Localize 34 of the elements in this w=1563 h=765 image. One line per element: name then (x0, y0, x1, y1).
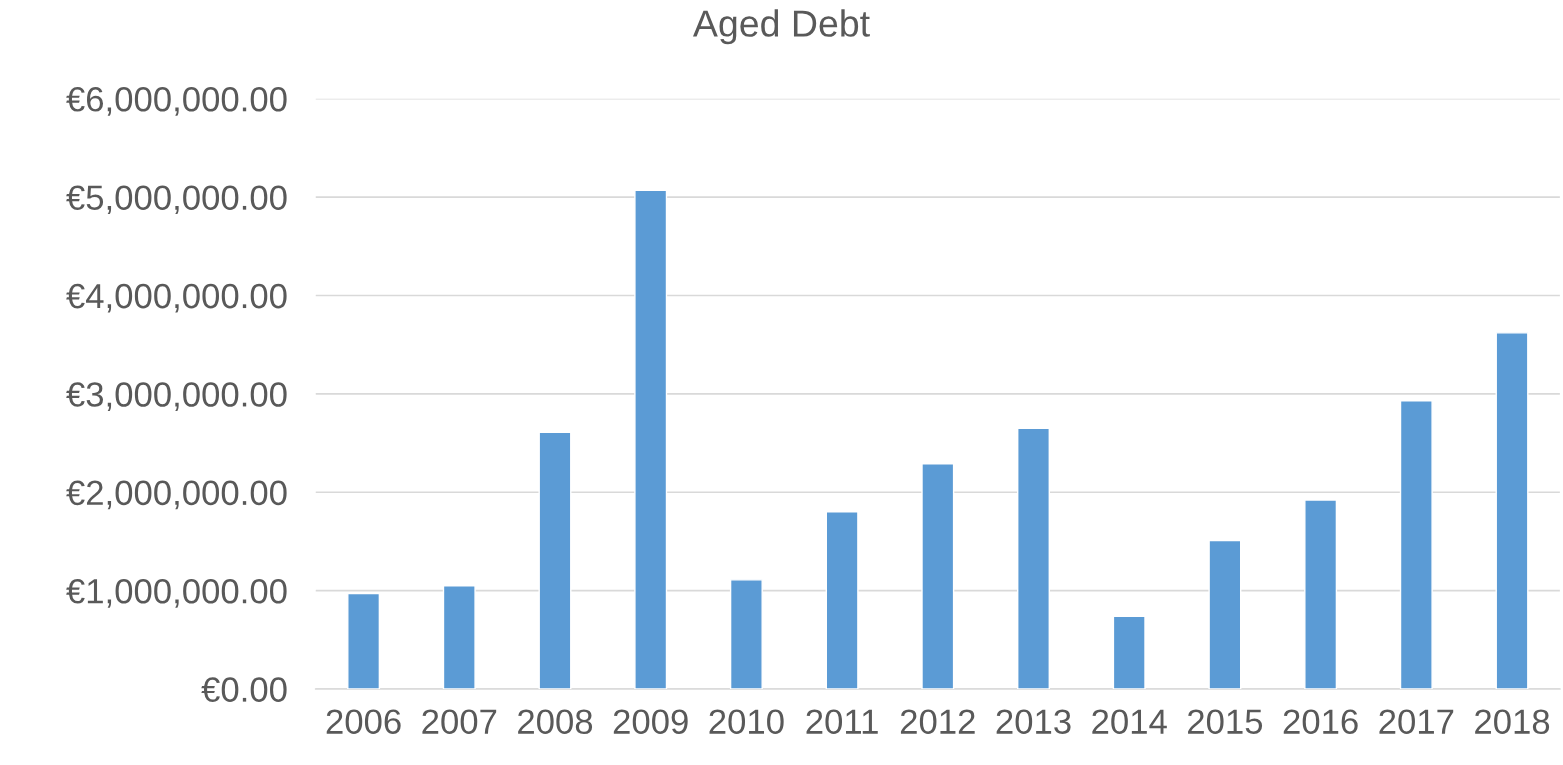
y-tick-label: €3,000,000.00 (66, 382, 287, 411)
bar (1399, 400, 1433, 690)
bar (1112, 615, 1146, 690)
y-tick-label: €1,000,000.00 (66, 578, 287, 608)
x-tick-label: 2012 (900, 709, 975, 734)
y-tick-label: €5,000,000.00 (66, 185, 287, 215)
bar (1304, 499, 1338, 690)
y-tick-label: €0.00 (201, 677, 287, 702)
x-tick-label: 2016 (1283, 709, 1358, 734)
x-tick-label: 2006 (326, 709, 401, 734)
x-tick-label: 2013 (996, 709, 1071, 734)
x-tick-label: 2010 (709, 709, 784, 734)
bar (347, 592, 381, 690)
x-tick-label: 2017 (1379, 709, 1454, 734)
bar (1495, 332, 1529, 690)
x-tick-label: 2009 (613, 709, 688, 734)
bar (538, 431, 572, 690)
bar (729, 579, 763, 690)
y-tick-label: €2,000,000.00 (66, 480, 287, 510)
bar (1208, 539, 1242, 690)
bar (825, 511, 859, 690)
x-tick-label: 2011 (806, 709, 878, 734)
bar (442, 585, 476, 690)
bar (634, 189, 668, 690)
chart-title: Aged Debt (692, 9, 870, 45)
bar (1017, 427, 1050, 690)
x-tick-label: 2018 (1475, 709, 1550, 734)
x-tick-label: 2014 (1092, 709, 1167, 734)
x-tick-label: 2015 (1188, 709, 1263, 734)
bar (921, 463, 955, 690)
x-tick-label: 2007 (422, 709, 497, 734)
x-tick-label: 2008 (518, 709, 593, 734)
y-tick-label: €6,000,000.00 (66, 87, 287, 116)
y-tick-label: €4,000,000.00 (66, 283, 287, 313)
